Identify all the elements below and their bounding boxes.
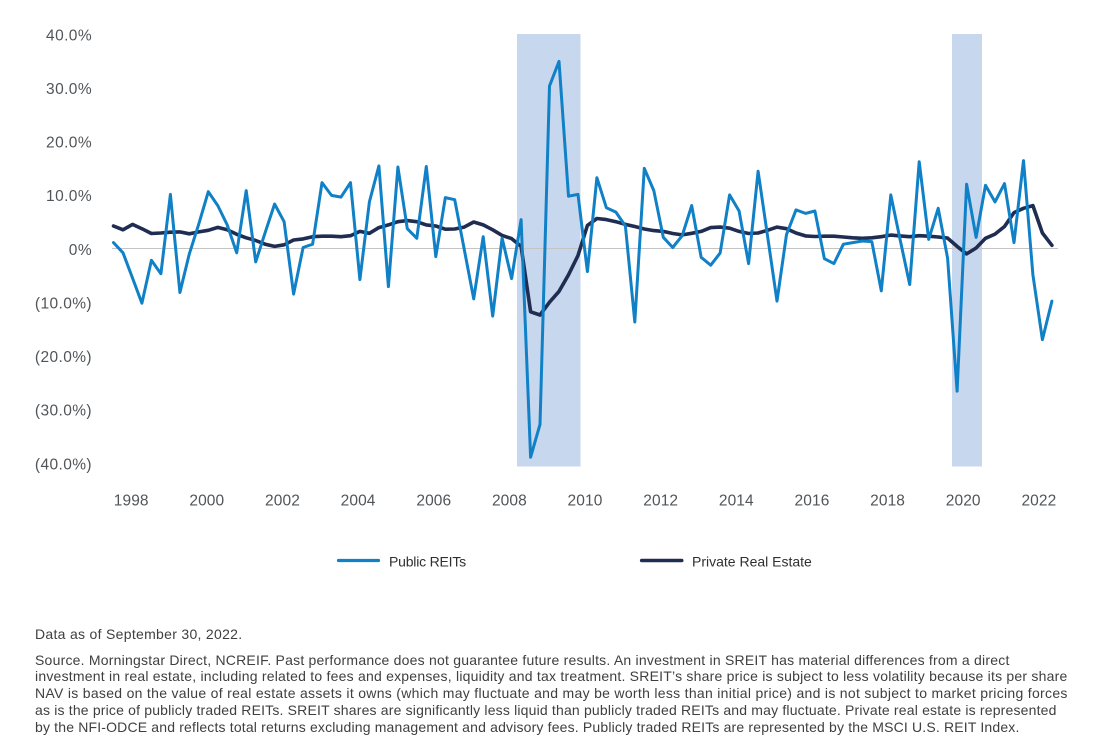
svg-text:2004: 2004 xyxy=(341,492,376,509)
svg-text:2010: 2010 xyxy=(568,492,603,509)
svg-text:2018: 2018 xyxy=(870,492,905,509)
svg-text:10.0%: 10.0% xyxy=(46,188,92,205)
svg-text:2006: 2006 xyxy=(416,492,451,509)
svg-text:30.0%: 30.0% xyxy=(46,81,92,98)
svg-text:2014: 2014 xyxy=(719,492,754,509)
svg-text:2008: 2008 xyxy=(492,492,527,509)
svg-text:(30.0%): (30.0%) xyxy=(35,403,92,420)
svg-text:(10.0%): (10.0%) xyxy=(35,295,92,312)
svg-text:0%: 0% xyxy=(69,242,92,259)
svg-text:Public REITs: Public REITs xyxy=(389,554,466,570)
svg-text:20.0%: 20.0% xyxy=(46,135,92,152)
svg-text:2020: 2020 xyxy=(946,492,981,509)
svg-text:2016: 2016 xyxy=(795,492,830,509)
svg-text:2000: 2000 xyxy=(189,492,224,509)
svg-text:2022: 2022 xyxy=(1021,492,1056,509)
svg-text:(20.0%): (20.0%) xyxy=(35,349,92,366)
svg-text:Private Real Estate: Private Real Estate xyxy=(692,554,812,570)
svg-text:40.0%: 40.0% xyxy=(46,27,92,44)
svg-text:(40.0%): (40.0%) xyxy=(35,456,92,473)
svg-text:2002: 2002 xyxy=(265,492,300,509)
svg-text:1998: 1998 xyxy=(114,492,149,509)
svg-text:2012: 2012 xyxy=(643,492,678,509)
